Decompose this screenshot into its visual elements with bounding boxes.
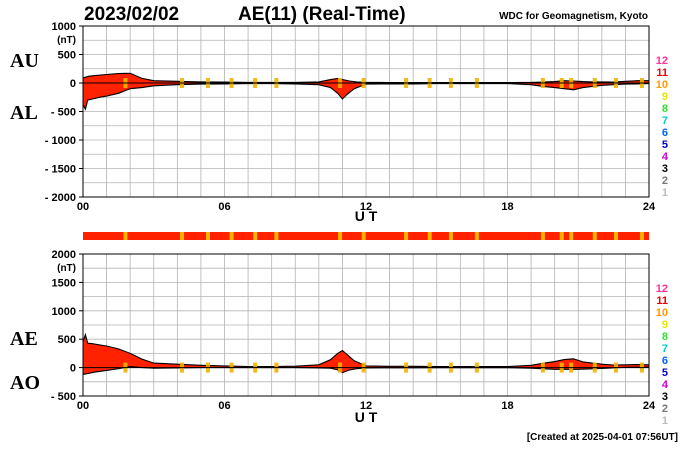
bottom-xtick-label: 18 bbox=[501, 400, 513, 412]
quality-strip-mark bbox=[540, 232, 545, 240]
legend-station-count: 12 bbox=[656, 283, 668, 295]
legend-station-count: 4 bbox=[662, 379, 669, 391]
quality-strip-mark bbox=[569, 232, 574, 240]
date-title: 2023/02/02 bbox=[84, 4, 180, 25]
ao-label: AO bbox=[10, 372, 40, 394]
legend-station-count: 2 bbox=[662, 175, 668, 187]
bottom-xtick-label: 06 bbox=[218, 400, 230, 412]
credit-label: WDC for Geomagnetism, Kyoto bbox=[499, 11, 648, 22]
top-xlabel: U T bbox=[355, 208, 378, 224]
legend-station-count: 3 bbox=[662, 163, 668, 175]
quality-strip-mark bbox=[639, 232, 644, 240]
top-ylabel: (nT) bbox=[57, 35, 76, 46]
top-ytick-label: - 1500 bbox=[45, 164, 76, 176]
bottom-xtick-label: 00 bbox=[77, 400, 89, 412]
legend-station-count: 1 bbox=[662, 415, 668, 427]
created-timestamp: [Created at 2025-04-01 07:56UT] bbox=[526, 432, 678, 443]
bottom-xtick-label: 12 bbox=[360, 400, 372, 412]
quality-strip-mark bbox=[361, 232, 366, 240]
legend-station-count: 9 bbox=[662, 91, 668, 103]
bottom-ytick-label: 2000 bbox=[52, 249, 76, 261]
legend-station-count: 2 bbox=[662, 403, 668, 415]
bottom-plot-frame bbox=[82, 253, 650, 397]
quality-strip-mark bbox=[559, 232, 564, 240]
bottom-xlabel: U T bbox=[355, 409, 378, 425]
legend-station-count: 5 bbox=[662, 367, 668, 379]
bottom-ylabel: (nT) bbox=[57, 263, 76, 274]
legend-station-count: 10 bbox=[656, 79, 668, 91]
quality-strip-mark bbox=[229, 232, 234, 240]
legend-station-count: 9 bbox=[662, 319, 668, 331]
quality-strip-mark bbox=[613, 232, 618, 240]
top-xtick-label: 06 bbox=[218, 201, 230, 213]
legend-station-count: 5 bbox=[662, 139, 668, 151]
top-ytick-label: - 1000 bbox=[45, 135, 76, 147]
bottom-ytick-label: - 500 bbox=[51, 391, 76, 403]
series-al-line bbox=[82, 83, 650, 111]
quality-strip-mark bbox=[205, 232, 210, 240]
legend-station-count: 6 bbox=[662, 127, 668, 139]
quality-strip-mark bbox=[338, 232, 343, 240]
bottom-xtick-label: 24 bbox=[643, 400, 656, 412]
series-au-line bbox=[82, 72, 649, 84]
legend-station-count: 8 bbox=[662, 331, 668, 343]
legend-station-count: 11 bbox=[656, 67, 668, 79]
legend-station-count: 1 bbox=[662, 187, 668, 199]
top-ytick-label: 500 bbox=[58, 50, 76, 62]
al-label: AL bbox=[10, 102, 38, 124]
legend-station-count: 6 bbox=[662, 355, 668, 367]
quality-strip-mark bbox=[592, 232, 597, 240]
series-ae-area bbox=[83, 334, 649, 368]
legend-station-count: 11 bbox=[656, 295, 668, 307]
quality-strip-mark bbox=[404, 232, 409, 240]
legend-station-count: 8 bbox=[662, 103, 668, 115]
legend-station-count: 3 bbox=[662, 391, 668, 403]
bottom-ytick-label: 0 bbox=[70, 363, 76, 375]
index-title: AE(11) (Real-Time) bbox=[238, 4, 406, 25]
legend-station-count: 10 bbox=[656, 307, 668, 319]
quality-strip-mark bbox=[123, 232, 128, 240]
quality-strip-mark bbox=[427, 232, 432, 240]
quality-strip-mark bbox=[474, 232, 479, 240]
bottom-ytick-label: 500 bbox=[58, 334, 76, 346]
top-ytick-label: 1000 bbox=[52, 21, 76, 33]
top-xtick-label: 24 bbox=[643, 201, 656, 213]
series-ae-line bbox=[82, 332, 650, 368]
top-xtick-label: 18 bbox=[501, 201, 513, 213]
top-xtick-label: 12 bbox=[360, 201, 372, 213]
quality-strip-mark bbox=[448, 232, 453, 240]
quality-strip-mark bbox=[180, 232, 185, 240]
legend-station-count: 7 bbox=[662, 115, 668, 127]
legend-station-count: 7 bbox=[662, 343, 668, 355]
top-ytick-label: - 500 bbox=[51, 107, 76, 119]
ae-label: AE bbox=[10, 328, 38, 350]
quality-strip bbox=[83, 232, 649, 240]
series-al-area bbox=[83, 83, 649, 110]
legend-station-count: 12 bbox=[656, 55, 668, 67]
bottom-ytick-label: 1500 bbox=[52, 277, 76, 289]
au-label: AU bbox=[10, 50, 39, 72]
top-ytick-label: - 2000 bbox=[45, 192, 76, 204]
bottom-ytick-label: 1000 bbox=[52, 306, 76, 318]
quality-strip-mark bbox=[274, 232, 279, 240]
top-ytick-label: 0 bbox=[70, 78, 76, 90]
quality-strip-mark bbox=[253, 232, 258, 240]
top-xtick-label: 00 bbox=[77, 201, 89, 213]
legend-station-count: 4 bbox=[662, 151, 669, 163]
